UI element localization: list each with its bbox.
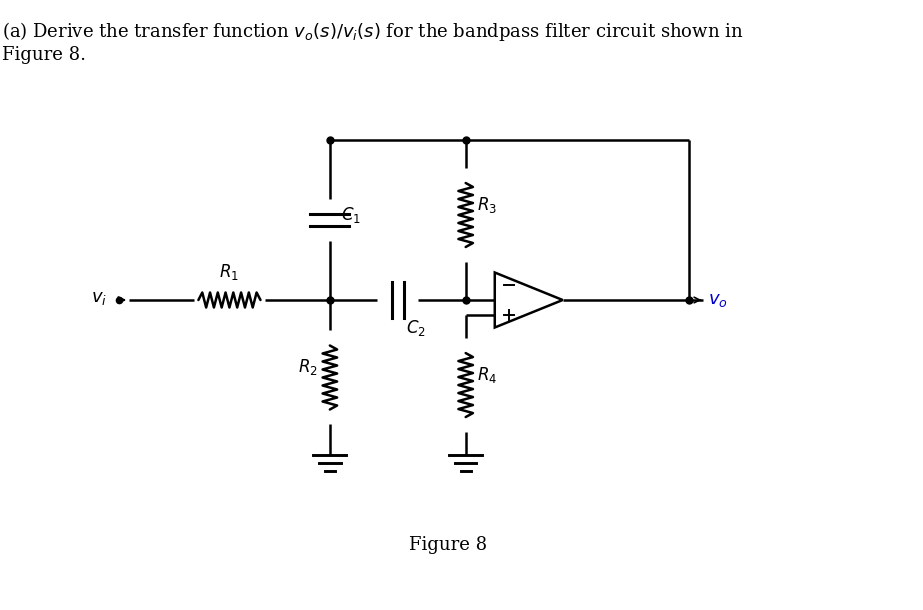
- Text: Figure 8: Figure 8: [409, 536, 486, 554]
- Text: $C_1$: $C_1$: [342, 205, 362, 225]
- Text: $R_1$: $R_1$: [220, 262, 239, 282]
- Text: $R_3$: $R_3$: [477, 195, 497, 215]
- Text: (a) Derive the transfer function $v_o(s)/v_i(s)$ for the bandpass filter circuit: (a) Derive the transfer function $v_o(s)…: [2, 20, 743, 64]
- Text: $R_4$: $R_4$: [477, 365, 497, 385]
- Text: $v_o$: $v_o$: [708, 291, 728, 309]
- Text: $C_2$: $C_2$: [405, 318, 426, 338]
- Text: $v_i$: $v_i$: [90, 289, 107, 307]
- Text: $R_2$: $R_2$: [298, 357, 318, 378]
